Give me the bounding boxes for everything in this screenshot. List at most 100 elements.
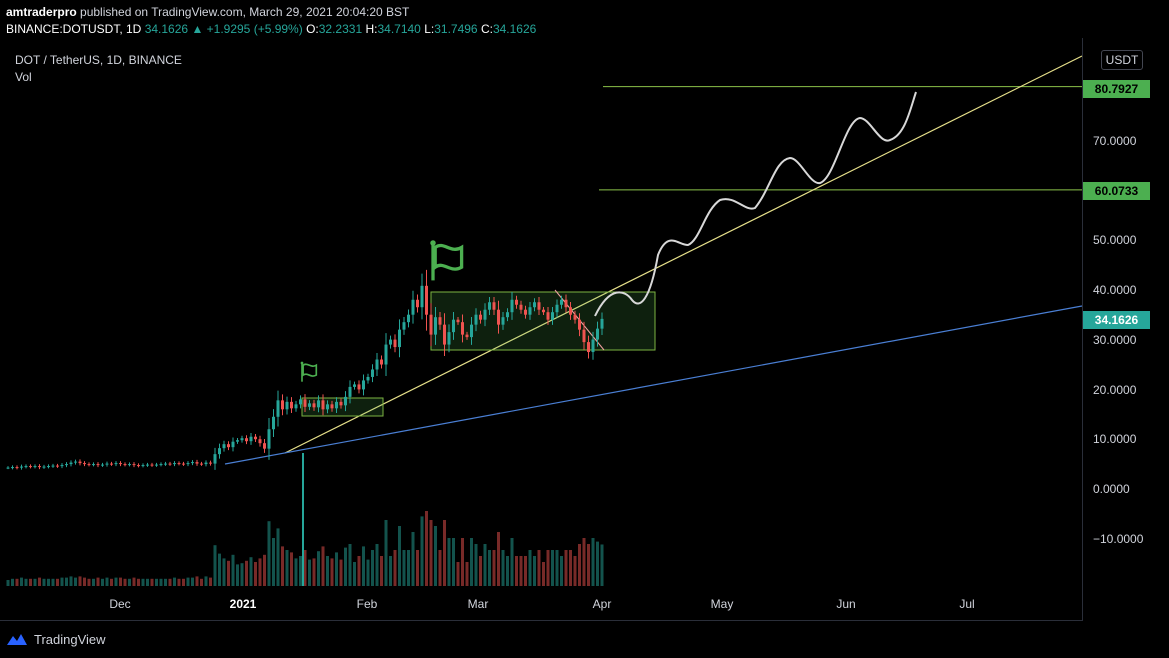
open-value: 32.2331 <box>318 22 363 36</box>
candle-body <box>159 464 163 466</box>
volume-bar <box>128 578 131 586</box>
candle-body <box>263 443 266 449</box>
volume-bar <box>528 550 532 586</box>
candle-body <box>461 322 464 335</box>
currency-unit-button[interactable]: USDT <box>1101 50 1143 70</box>
tradingview-logo[interactable]: TradingView <box>6 630 106 648</box>
candle-body <box>74 461 77 463</box>
volume-bar <box>186 577 190 586</box>
volume-bar <box>384 520 388 586</box>
candle-body <box>587 342 590 353</box>
price-axis-border <box>1082 38 1083 620</box>
volume-bar <box>51 578 55 586</box>
candle-body <box>528 307 532 315</box>
candle-body <box>425 285 428 315</box>
candle-body <box>519 304 523 310</box>
candle-body <box>524 309 527 315</box>
candle-body <box>182 463 185 465</box>
volume-bar <box>312 558 316 586</box>
close-label: C: <box>480 22 493 36</box>
candle-body <box>209 462 212 464</box>
volume-bar <box>546 550 550 586</box>
volume-bar <box>308 559 311 586</box>
volume-bar <box>47 578 50 586</box>
volume-bar <box>425 511 428 586</box>
candle-body <box>321 400 325 410</box>
volume-bar <box>519 556 523 586</box>
candle-body <box>501 317 505 325</box>
yellow-trendline <box>284 55 1083 454</box>
candle-body <box>456 319 460 323</box>
volume-bar <box>555 550 559 586</box>
candle-body <box>231 441 235 448</box>
volume-bar <box>573 556 577 586</box>
volume-bar <box>470 538 473 586</box>
candle-body <box>582 329 586 343</box>
candle-body <box>29 466 32 468</box>
volume-bar <box>177 578 181 586</box>
volume-bar <box>276 528 280 586</box>
candle-body <box>470 324 473 338</box>
volume-bar <box>326 556 329 586</box>
blue-trendline <box>224 305 1083 465</box>
volume-bar <box>407 550 410 586</box>
volume-bar <box>357 556 361 586</box>
volume-bar <box>542 562 545 586</box>
volume-bar <box>438 550 442 586</box>
time-label: Mar <box>467 597 489 611</box>
candle-body <box>6 467 10 469</box>
candle-body <box>173 463 176 465</box>
candle-body <box>123 464 127 466</box>
candle-body <box>389 339 392 345</box>
volume-bar <box>56 578 59 586</box>
volume-bar <box>87 578 91 586</box>
author-name[interactable]: amtraderpro <box>6 5 77 19</box>
candle-body <box>20 466 23 468</box>
candle-body <box>317 400 320 408</box>
volume-legend[interactable]: Vol <box>15 70 32 84</box>
volume-bar <box>578 544 581 586</box>
volume-bar <box>317 551 320 586</box>
volume-bar <box>20 577 23 586</box>
candle-body <box>83 463 86 465</box>
volume-bar <box>560 556 563 586</box>
volume-bar <box>110 578 113 586</box>
price-chart[interactable] <box>0 0 1083 620</box>
candle-body <box>330 404 334 409</box>
volume-bar <box>348 544 352 586</box>
price-tick: 30.0000 <box>1093 333 1137 347</box>
candle-body <box>119 463 122 465</box>
volume-bar <box>456 562 460 586</box>
volume-bar <box>164 578 167 586</box>
candle-body <box>11 467 14 469</box>
candle-body <box>578 319 581 330</box>
candle-body <box>492 302 496 310</box>
candle-body <box>47 466 50 468</box>
volume-bar <box>294 558 298 586</box>
volume-bar <box>60 577 64 586</box>
candle-body <box>483 309 487 320</box>
price-tick: 20.0000 <box>1093 383 1137 397</box>
candle-body <box>303 399 307 407</box>
candle-body <box>299 399 302 405</box>
candle-body <box>515 299 518 305</box>
candle-body <box>479 314 482 320</box>
volume-bar <box>240 563 244 586</box>
candle-body <box>560 299 563 305</box>
volume-bar <box>74 577 77 586</box>
candle-body <box>546 312 550 320</box>
candle-body <box>380 359 383 365</box>
candle-body <box>213 454 217 464</box>
volume-bar <box>204 576 208 586</box>
open-label: O: <box>306 22 319 36</box>
candle-body <box>573 314 577 320</box>
volume-bar <box>137 578 140 586</box>
candle-body <box>87 464 91 466</box>
candle-body <box>114 463 118 465</box>
volume-bar <box>537 550 541 586</box>
volume-bar <box>213 545 217 586</box>
time-label: Jul <box>959 597 975 611</box>
symbol-legend[interactable]: DOT / TetherUS, 1D, BINANCE <box>15 53 182 67</box>
volume-bar <box>191 577 194 586</box>
volume-layer <box>6 453 604 586</box>
